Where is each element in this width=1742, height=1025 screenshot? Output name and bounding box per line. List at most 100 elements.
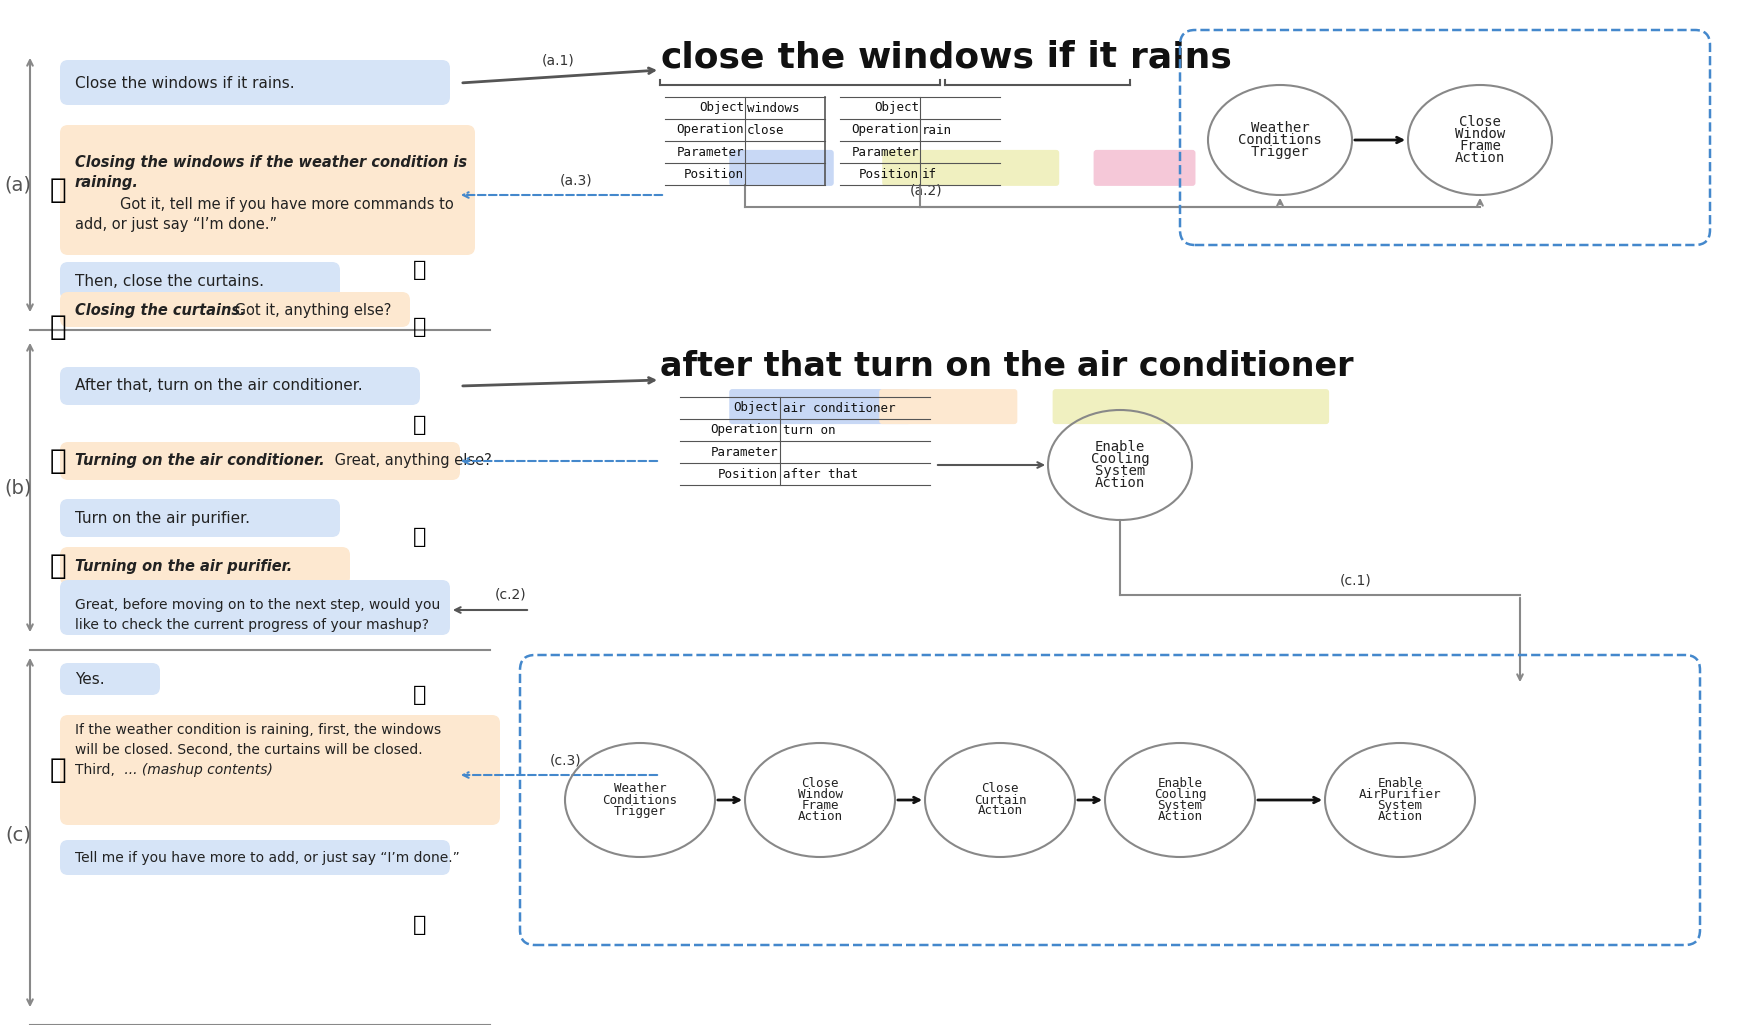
Text: Cooling: Cooling [1153, 788, 1205, 801]
Text: Enable: Enable [1378, 777, 1423, 790]
Text: Closing the windows if the weather condition is: Closing the windows if the weather condi… [75, 156, 467, 170]
Text: Weather: Weather [1251, 121, 1310, 135]
Text: Cooling: Cooling [1090, 452, 1150, 466]
Text: windows: windows [747, 101, 800, 115]
Text: 🔘: 🔘 [413, 685, 427, 705]
Text: System: System [1157, 800, 1202, 812]
Text: Window: Window [1455, 127, 1505, 141]
Text: Position: Position [859, 167, 920, 180]
Text: (a): (a) [5, 175, 31, 195]
Text: After that, turn on the air conditioner.: After that, turn on the air conditioner. [75, 378, 362, 394]
FancyBboxPatch shape [730, 150, 834, 186]
FancyBboxPatch shape [59, 840, 449, 875]
Text: 🔘: 🔘 [413, 317, 427, 337]
Text: Conditions: Conditions [1239, 133, 1322, 147]
Text: Frame: Frame [801, 800, 838, 812]
FancyBboxPatch shape [881, 150, 1059, 186]
Text: (a.2): (a.2) [909, 183, 942, 197]
Text: Enable: Enable [1096, 440, 1144, 454]
Text: Action: Action [1378, 810, 1423, 823]
Text: 👥: 👥 [51, 176, 66, 204]
Text: System: System [1378, 800, 1423, 812]
Text: rains: rains [1131, 40, 1232, 74]
Text: 🔘: 🔘 [413, 415, 427, 435]
FancyBboxPatch shape [59, 367, 420, 405]
Text: Enable: Enable [1157, 777, 1202, 790]
Text: 👥: 👥 [51, 552, 66, 580]
Text: Closing the curtains.: Closing the curtains. [75, 302, 246, 318]
Text: Then, close the curtains.: Then, close the curtains. [75, 274, 265, 288]
Text: the: the [765, 40, 857, 74]
FancyBboxPatch shape [59, 580, 449, 636]
Text: Great, anything else?: Great, anything else? [329, 453, 491, 468]
Text: 🔘: 🔘 [413, 915, 427, 935]
FancyBboxPatch shape [59, 60, 449, 105]
FancyBboxPatch shape [1052, 390, 1329, 424]
Text: Action: Action [1455, 151, 1505, 165]
Text: Close the windows if it rains.: Close the windows if it rains. [75, 76, 294, 90]
Text: (c.2): (c.2) [495, 588, 526, 602]
Text: air conditioner: air conditioner [1077, 351, 1354, 383]
Text: Parameter: Parameter [676, 146, 744, 159]
FancyBboxPatch shape [59, 547, 350, 585]
Text: windows: windows [857, 40, 1035, 74]
Text: (a.1): (a.1) [542, 53, 575, 67]
Text: Close: Close [1460, 115, 1502, 129]
FancyBboxPatch shape [880, 390, 1017, 424]
Text: Action: Action [1096, 476, 1144, 490]
FancyBboxPatch shape [730, 390, 911, 424]
Text: add, or just say “I’m done.”: add, or just say “I’m done.” [75, 217, 277, 233]
Text: Position: Position [685, 167, 744, 180]
Text: Close: Close [981, 782, 1019, 795]
Text: if: if [922, 167, 937, 180]
Text: air conditioner: air conditioner [782, 402, 895, 414]
Text: Turn on the air purifier.: Turn on the air purifier. [75, 510, 251, 526]
FancyBboxPatch shape [59, 292, 409, 327]
Text: will be closed. Second, the curtains will be closed.: will be closed. Second, the curtains wil… [75, 743, 423, 757]
Text: Object: Object [733, 402, 779, 414]
Text: if it: if it [1035, 40, 1131, 74]
Text: the: the [991, 351, 1077, 383]
Text: Frame: Frame [1460, 139, 1502, 153]
Text: Tell me if you have more to add, or just say “I’m done.”: Tell me if you have more to add, or just… [75, 851, 460, 865]
FancyBboxPatch shape [59, 715, 500, 825]
Text: after that: after that [660, 351, 841, 383]
Text: Weather: Weather [613, 782, 665, 795]
Text: Operation: Operation [852, 123, 920, 136]
Text: (b): (b) [3, 479, 31, 497]
Text: Operation: Operation [676, 123, 744, 136]
Text: turn on: turn on [782, 423, 836, 437]
Text: Position: Position [718, 467, 779, 481]
Text: Action: Action [977, 805, 1023, 818]
Text: 👥: 👥 [51, 447, 66, 475]
Text: Great, before moving on to the next step, would you: Great, before moving on to the next step… [75, 598, 441, 612]
Text: Trigger: Trigger [613, 805, 665, 818]
Text: Turning on the air conditioner.: Turning on the air conditioner. [75, 453, 324, 468]
FancyBboxPatch shape [59, 442, 460, 480]
Text: Close: Close [801, 777, 838, 790]
Text: Parameter: Parameter [711, 446, 779, 458]
Text: 👥: 👥 [51, 756, 66, 784]
FancyBboxPatch shape [59, 125, 476, 255]
Text: Third,: Third, [75, 763, 115, 777]
Text: Parameter: Parameter [852, 146, 920, 159]
Text: Turning on the air purifier.: Turning on the air purifier. [75, 559, 293, 574]
Text: (c): (c) [5, 825, 31, 845]
Text: Window: Window [798, 788, 843, 801]
Text: Object: Object [699, 101, 744, 115]
Text: rain: rain [922, 123, 951, 136]
Text: close: close [660, 40, 765, 74]
FancyBboxPatch shape [59, 663, 160, 695]
Text: Operation: Operation [711, 423, 779, 437]
Text: after that: after that [782, 467, 859, 481]
Text: Action: Action [798, 810, 843, 823]
Text: raining.: raining. [75, 174, 139, 190]
Text: 👥: 👥 [51, 313, 66, 341]
Text: ... (mashup contents): ... (mashup contents) [120, 763, 273, 777]
Text: Trigger: Trigger [1251, 145, 1310, 159]
Text: 🔘: 🔘 [413, 260, 427, 280]
Text: like to check the current progress of your mashup?: like to check the current progress of yo… [75, 618, 429, 632]
Text: Conditions: Conditions [603, 793, 678, 807]
Text: If the weather condition is raining, first, the windows: If the weather condition is raining, fir… [75, 723, 441, 737]
Text: System: System [1096, 464, 1144, 478]
